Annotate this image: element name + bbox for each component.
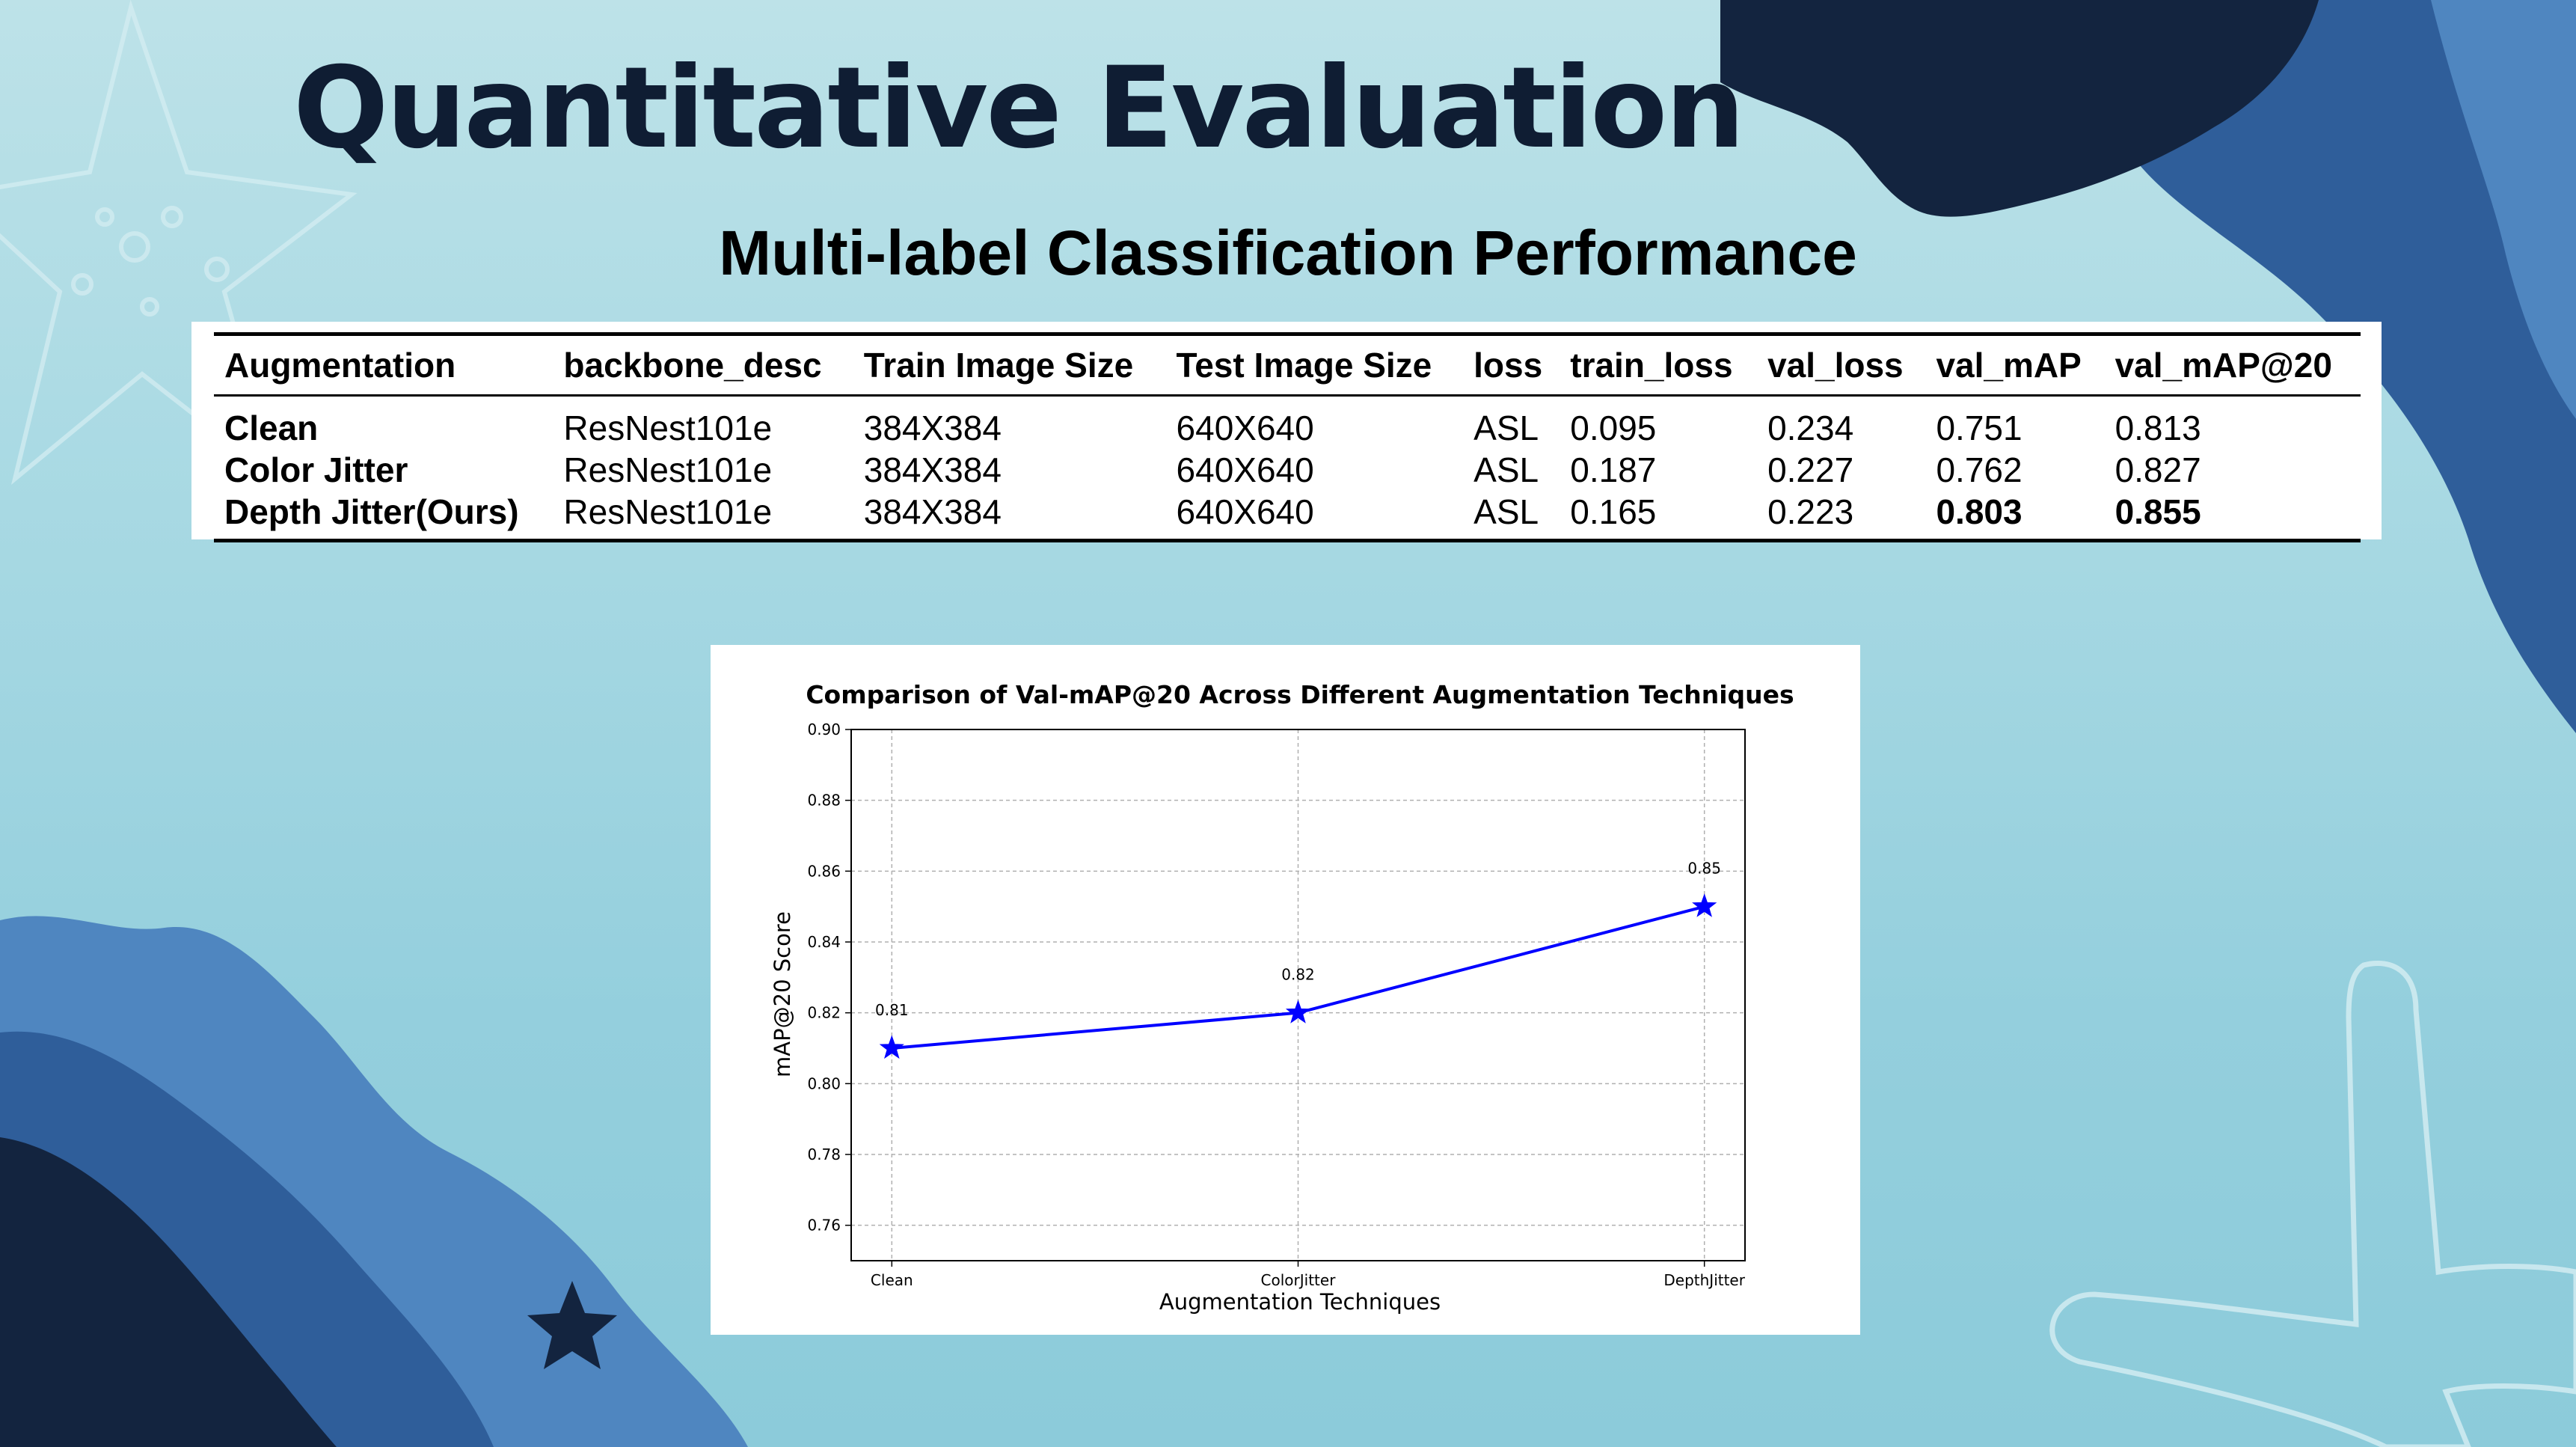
table-row: Clean ResNest101e 384X384 640X640 ASL 0.… [214,396,2361,450]
y-tick-label: 0.76 [807,1217,841,1235]
header-val-map: val_mAP [1936,346,2082,385]
results-table-card: Augmentation backbone_desc Train Image S… [191,322,2382,542]
cell-loss: ASL [1473,492,1539,531]
data-point-star [1285,1000,1311,1024]
plot-frame [850,729,1746,1261]
cell-backbone: ResNest101e [563,409,773,447]
page-title: Quantitative Evaluation [293,43,1745,174]
y-tick-label: 0.80 [807,1074,841,1092]
cell-val-map: 0.751 [1936,409,2023,447]
cell-val-map-at-20: 0.813 [2115,409,2201,447]
cell-val-loss: 0.234 [1767,409,1854,447]
cell-loss: ASL [1473,409,1539,447]
cell-val-map-at-20: 0.855 [2115,492,2201,531]
cell-train-loss: 0.095 [1570,409,1657,447]
header-loss: loss [1473,346,1543,385]
header-backbone: backbone_desc [563,346,822,385]
cell-test-image-size: 640X640 [1176,409,1314,447]
chart-card: Comparison of Val-mAP@20 Across Differen… [711,645,1860,1335]
cell-train-loss: 0.187 [1570,450,1657,489]
cell-val-map-at-20: 0.827 [2115,450,2201,489]
header-val-loss: val_loss [1767,346,1904,385]
line-chart: Comparison of Val-mAP@20 Across Differen… [770,680,1794,1315]
starfish-outline-top-left [0,0,358,486]
cell-test-image-size: 640X640 [1176,492,1314,531]
cell-train-image-size: 384X384 [863,409,1002,447]
cell-augmentation: Color Jitter [224,450,408,489]
header-train-image-size: Train Image Size [863,346,1134,385]
y-axis-label: mAP@20 Score [770,911,795,1077]
data-point-star [1692,893,1717,917]
coral-silhouette-top-right [1720,0,2576,733]
x-tick-label: ColorJitter [1261,1271,1337,1289]
cell-test-image-size: 640X640 [1176,450,1314,489]
y-tick-label: 0.86 [807,862,841,880]
y-tick-label: 0.88 [807,792,841,810]
y-tick-label: 0.84 [807,933,841,951]
cell-loss: ASL [1473,450,1539,489]
header-test-image-size: Test Image Size [1176,346,1432,385]
y-tick-label: 0.78 [807,1145,841,1163]
starfish-outline-bottom-right [2049,961,2576,1447]
results-table: Augmentation backbone_desc Train Image S… [214,332,2361,542]
cell-train-image-size: 384X384 [863,450,1002,489]
data-label: 0.81 [875,1001,909,1019]
cell-backbone: ResNest101e [563,450,773,489]
cell-val-loss: 0.223 [1767,492,1854,531]
x-tick-label: Clean [871,1271,913,1289]
cell-backbone: ResNest101e [563,492,773,531]
coral-silhouette-bottom-left [0,916,748,1447]
header-val-map-at-20: val_mAP@20 [2115,346,2332,385]
cell-train-image-size: 384X384 [863,492,1002,531]
x-tick-label: DepthJitter [1663,1271,1745,1289]
cell-val-loss: 0.227 [1767,450,1854,489]
header-augmentation: Augmentation [224,346,456,385]
y-tick-label: 0.82 [807,1004,841,1022]
chart-title: Comparison of Val-mAP@20 Across Differen… [806,680,1794,709]
table-caption: Multi-label Classification Performance [719,218,1857,288]
table-header-row: Augmentation backbone_desc Train Image S… [214,334,2361,396]
cell-augmentation: Clean [224,409,319,447]
data-label: 0.85 [1687,860,1721,878]
table-row: Depth Jitter(Ours) ResNest101e 384X384 6… [214,491,2361,541]
cell-train-loss: 0.165 [1570,492,1657,531]
cell-val-map: 0.803 [1936,492,2023,531]
cell-augmentation: Depth Jitter(Ours) [224,492,519,531]
header-train-loss: train_loss [1570,346,1733,385]
table-row: Color Jitter ResNest101e 384X384 640X640… [214,449,2361,491]
data-label: 0.82 [1281,966,1315,984]
y-tick-label: 0.90 [807,721,841,738]
data-point-star [879,1035,904,1059]
cell-val-map: 0.762 [1936,450,2023,489]
x-axis-label: Augmentation Techniques [1159,1289,1441,1315]
